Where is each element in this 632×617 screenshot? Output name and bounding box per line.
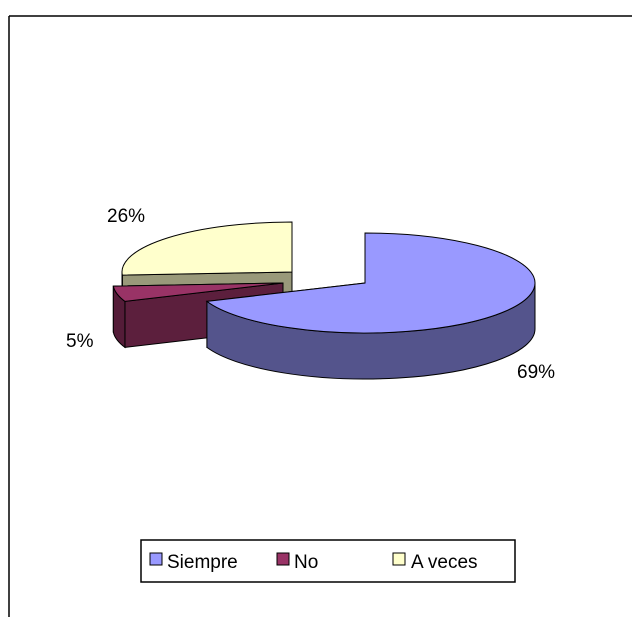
slice-top-no — [112, 282, 284, 302]
legend-label-siempre: Siempre — [167, 552, 238, 573]
legend-swatch-a-veces — [392, 552, 406, 566]
legend-label-no: No — [294, 552, 318, 573]
data-label-no: 5% — [66, 331, 94, 352]
slice-top-siempre — [205, 232, 536, 334]
data-label-a-veces: 26% — [107, 206, 145, 227]
legend: Siempre No A veces — [140, 539, 516, 583]
slice-top-a-veces — [121, 221, 293, 276]
legend-swatch-no — [276, 552, 290, 566]
pie-slices — [112, 221, 536, 380]
legend-label-a-veces: A veces — [411, 552, 478, 573]
legend-box — [140, 539, 516, 583]
legend-swatch-siempre — [149, 552, 163, 566]
data-label-siempre: 69% — [517, 362, 555, 383]
